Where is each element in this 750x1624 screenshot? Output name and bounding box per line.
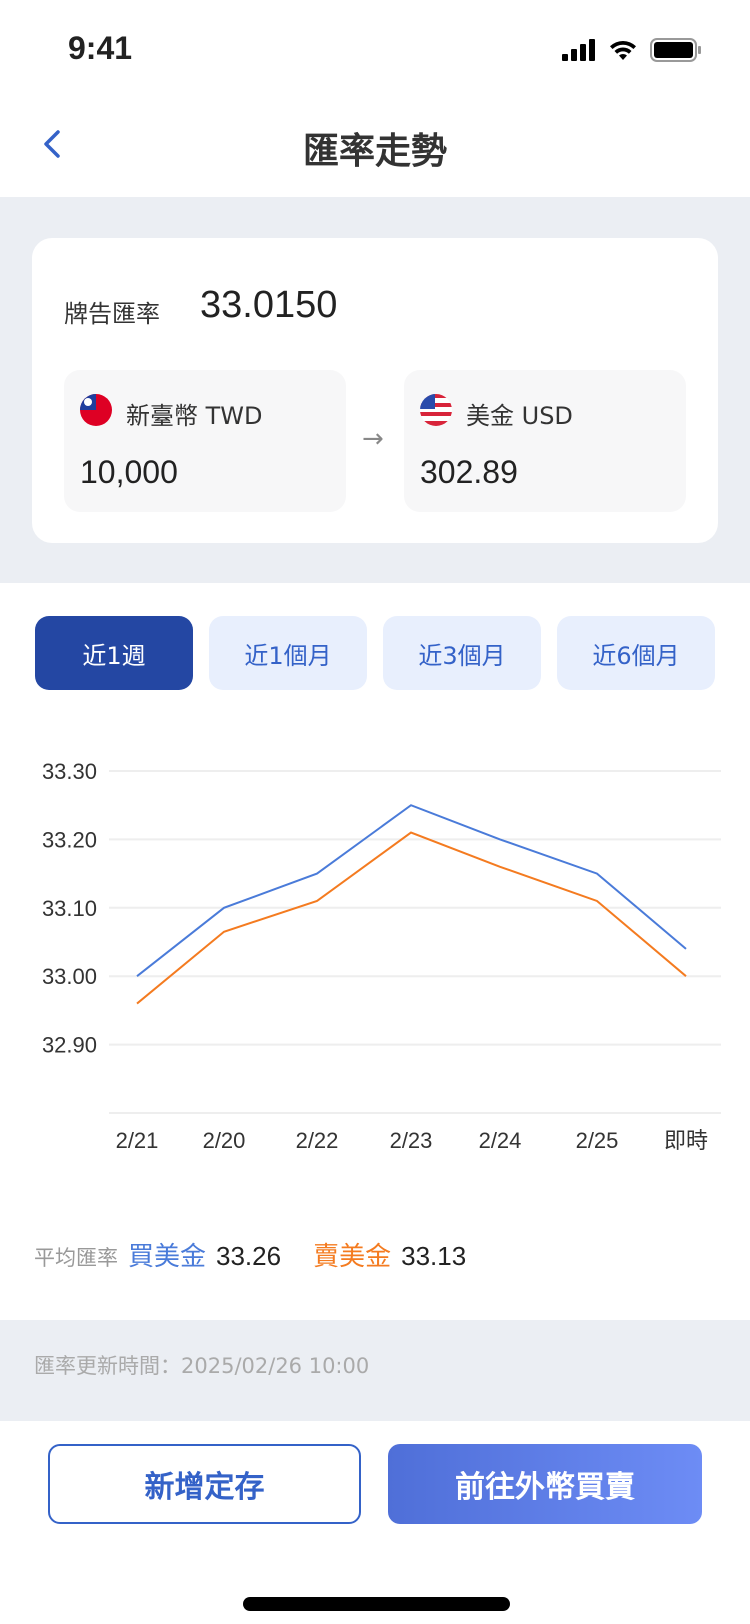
wifi-icon — [610, 40, 636, 60]
y-tick-label: 33.20 — [42, 827, 97, 852]
average-rate-row: 平均匯率 買美金 33.26 賣美金 33.13 — [34, 1236, 466, 1273]
y-tick-label: 33.30 — [42, 759, 97, 784]
x-tick-label: 即時 — [664, 1128, 708, 1153]
x-tick-label: 2/22 — [296, 1128, 339, 1153]
update-time: 匯率更新時間：2025/02/26 10:00 — [34, 1354, 370, 1378]
status-time: 9:41 — [68, 30, 133, 66]
tab-3-months[interactable]: 近3個月 — [383, 616, 541, 690]
from-amount: 10,000 — [80, 454, 178, 490]
x-tick-label: 2/24 — [479, 1128, 522, 1153]
to-amount: 302.89 — [420, 454, 518, 490]
go-fx-trade-button[interactable]: 前往外幣買賣 — [388, 1444, 702, 1524]
page-title: 匯率走勢 — [302, 131, 447, 172]
x-tick-label: 2/20 — [203, 1128, 246, 1153]
x-tick-label: 2/25 — [576, 1128, 619, 1153]
update-section — [0, 1320, 750, 1421]
buy-usd-value: 33.26 — [216, 1241, 282, 1271]
status-icons — [562, 38, 702, 62]
from-currency-name: 新臺幣 TWD — [126, 402, 263, 430]
series-line-sell — [136, 831, 687, 1005]
rate-line-chart: 33.30 33.20 33.10 33.00 32.90 2/21 2/20 2/22 2/2… — [42, 759, 721, 1153]
sell-usd-value: 33.13 — [401, 1241, 467, 1271]
us-flag-icon — [420, 394, 452, 426]
series-line-buy — [136, 804, 687, 977]
x-tick-label: 2/23 — [390, 1128, 433, 1153]
new-deposit-button[interactable]: 新增定存 — [48, 1444, 361, 1524]
back-button[interactable] — [40, 124, 80, 168]
y-tick-label: 32.90 — [42, 1033, 97, 1058]
from-currency-box: 新臺幣 TWD 10,000 — [64, 370, 346, 512]
tab-1-month[interactable]: 近1個月 — [209, 616, 367, 690]
average-rate-label: 平均匯率 — [34, 1246, 118, 1270]
tab-6-months[interactable]: 近6個月 — [557, 616, 715, 690]
battery-icon — [650, 38, 701, 62]
board-rate-label: 牌告匯率 — [64, 300, 160, 328]
home-indicator[interactable] — [243, 1597, 510, 1611]
tab-1-week[interactable]: 近1週 — [35, 616, 193, 690]
y-tick-label: 33.00 — [42, 964, 97, 989]
to-currency-name: 美金 USD — [466, 402, 573, 430]
sell-usd-label: 賣美金 — [313, 1242, 392, 1272]
taiwan-flag-icon — [80, 394, 112, 426]
signal-icon — [562, 39, 595, 61]
arrow-right-icon: → — [362, 424, 384, 454]
x-tick-label: 2/21 — [116, 1128, 159, 1153]
buy-usd-label: 買美金 — [128, 1242, 207, 1272]
y-tick-label: 33.10 — [42, 896, 97, 921]
chevron-left-icon — [44, 130, 60, 158]
board-rate-value: 33.0150 — [200, 284, 338, 326]
to-currency-box: 美金 USD 302.89 — [404, 370, 686, 512]
